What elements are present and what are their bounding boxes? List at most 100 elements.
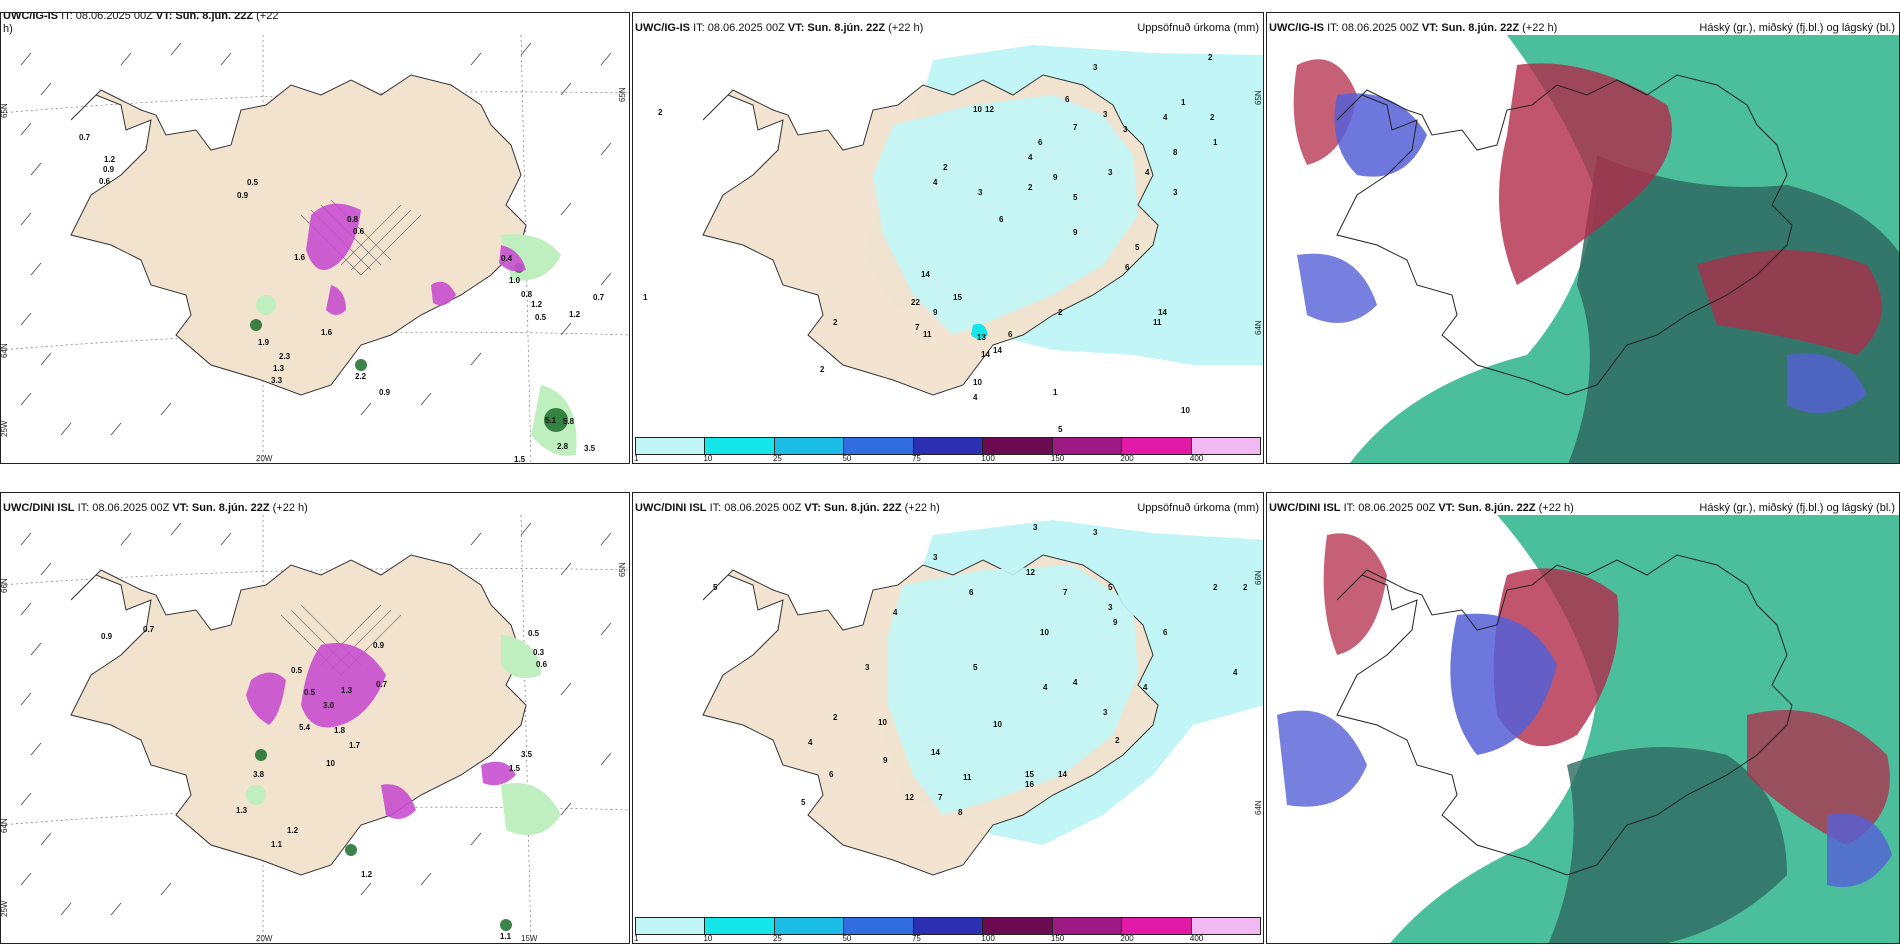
value-label: 14 — [1058, 770, 1067, 779]
value-label: 3 — [1103, 708, 1108, 717]
value-label: 3 — [978, 188, 983, 197]
value-label: 3.5 — [521, 750, 533, 759]
value-label: 0.5 — [535, 313, 547, 322]
value-label: 1 — [1181, 98, 1186, 107]
value-label: 4 — [1073, 678, 1078, 687]
map-canvas: 3 3 5 3 12 7 6 4 10 5 3 9 2 2 4 6 4 3 4 … — [702, 520, 1263, 876]
precip-magenta — [306, 203, 526, 315]
value-label: 0.5 — [304, 688, 316, 697]
init-time: IT: 08.06.2025 00Z — [1343, 502, 1436, 514]
value-label: 6 — [1163, 628, 1168, 637]
colorbar-label: 25 — [772, 934, 782, 943]
value-label: 3 — [1173, 188, 1178, 197]
value-label: 1.8 — [334, 726, 346, 735]
value-label: 3 — [1103, 110, 1108, 119]
colorbar-label: 200 — [1120, 934, 1134, 943]
value-label: 9 — [933, 308, 938, 317]
colorbar-swatch — [844, 918, 914, 934]
colorbar-swatch — [1052, 438, 1123, 454]
value-label: 1.0 — [509, 276, 521, 285]
value-label: 9 — [883, 756, 888, 765]
value-label: 6 — [1125, 263, 1130, 272]
colorbar-label: 10 — [703, 454, 713, 463]
value-label: 1.6 — [321, 328, 333, 337]
iceland-outline — [1336, 554, 1793, 876]
value-label: 10 — [1181, 406, 1190, 415]
panel-header: UWC/DINI ISL IT: 08.06.2025 00Z VT: Sun.… — [635, 502, 1259, 516]
cloud-dark-layer — [1548, 747, 1787, 943]
value-label: 5.8 — [563, 417, 575, 426]
value-label: 6 — [1065, 95, 1070, 104]
value-label: 3 — [1033, 523, 1038, 532]
precip-magenta — [246, 643, 516, 819]
value-label: 15 — [953, 293, 962, 302]
value-label: 14 — [1158, 308, 1167, 317]
value-label: 4 — [1163, 113, 1168, 122]
colorbar-swatch — [844, 438, 914, 454]
colorbar-swatch — [983, 438, 1053, 454]
value-label: 5 — [1058, 425, 1063, 434]
cloud-map-canvas — [1267, 515, 1899, 943]
value-label: 4 — [933, 178, 938, 187]
value-label: 6 — [1038, 138, 1043, 147]
value-label: 22 — [911, 298, 920, 307]
wind-barbs — [20, 42, 612, 436]
colorbar-label: 400 — [1189, 454, 1204, 463]
iceland-outline — [1336, 74, 1793, 396]
value-label: 0.5 — [247, 178, 259, 187]
colorbar-swatch — [1122, 438, 1192, 454]
value-label: 4 — [973, 393, 978, 402]
wind-barbs — [20, 522, 612, 916]
colorbar-label: 150 — [1050, 934, 1065, 943]
valid-time: VT: Sun. 8.jún. 22Z — [172, 502, 270, 514]
value-label: 7 — [1063, 588, 1068, 597]
value-label: 6 — [999, 215, 1004, 224]
lon-label: 25W — [1, 420, 9, 437]
lat-label: 64N — [1, 343, 9, 358]
value-label: 2 — [820, 365, 825, 374]
value-label: 3.8 — [253, 770, 265, 779]
panel-ig-accumulated-precip: UWC/IG-IS IT: 08.06.2025 00Z VT: Sun. 8.… — [632, 12, 1264, 464]
colorbar-label: 10 — [703, 934, 713, 943]
colorbar-swatches — [635, 917, 1261, 935]
value-label: 0.7 — [143, 625, 155, 634]
value-label: 3.0 — [323, 701, 335, 710]
value-label: 10 — [326, 759, 335, 768]
panel-header: UWC/IG-IS IT: 08.06.2025 00Z VT: Sun. 8.… — [3, 12, 625, 24]
colorbar: 1 10 25 50 75 100 150 200 400 — [633, 917, 1263, 943]
model-name: UWC/DINI ISL — [1269, 502, 1341, 514]
colorbar-label: 150 — [1050, 454, 1065, 463]
iceland-landmass — [70, 74, 527, 396]
valid-time: VT: Sun. 8.jún. 22Z — [1438, 502, 1536, 514]
precip-values: 2 3 2 10 12 6 3 1 2 4 3 1 6 9 7 3 4 3 5 … — [643, 53, 1218, 434]
precip-overlay-inland — [888, 565, 1138, 815]
value-label: 5 — [1135, 243, 1140, 252]
value-label: 12 — [1026, 568, 1035, 577]
model-name: UWC/DINI ISL — [3, 502, 75, 514]
value-label: 11 — [923, 330, 932, 339]
colorbar-label: 25 — [772, 454, 782, 463]
colorbar-swatch — [705, 438, 775, 454]
map-canvas: 2 3 2 10 12 6 3 1 2 4 3 1 6 9 7 3 4 3 5 … — [643, 45, 1263, 434]
valid-time: VT: Sun. 8.jún. 22Z — [155, 12, 254, 22]
lat-label: 66N — [1254, 570, 1263, 585]
value-label: 1.5 — [514, 455, 526, 464]
value-label: 4 — [1028, 153, 1033, 162]
model-name: UWC/IG-IS — [635, 22, 690, 34]
colorbar-swatch — [913, 438, 984, 454]
cloud-high-layer-west — [1323, 533, 1387, 655]
value-label: 10 — [1040, 628, 1049, 637]
hatch-icecap — [280, 604, 402, 676]
value-label: 5 — [973, 663, 978, 672]
colorbar-swatch — [913, 918, 984, 934]
panel-header: UWC/IG-IS IT: 08.06.2025 00Z VT: Sun. 8.… — [1269, 22, 1895, 36]
value-label: 11 — [963, 773, 972, 782]
value-label: 1.2 — [569, 310, 581, 319]
init-time: IT: 08.06.2025 00Z — [1327, 22, 1419, 34]
lon-label: 20W — [256, 454, 273, 463]
cloud-low-layer-southwest — [1277, 710, 1367, 807]
value-label: 14 — [921, 270, 930, 279]
forecast-offset: (+22 — [256, 12, 279, 22]
value-label: 4 — [1143, 683, 1148, 692]
value-label: 1.2 — [287, 826, 299, 835]
